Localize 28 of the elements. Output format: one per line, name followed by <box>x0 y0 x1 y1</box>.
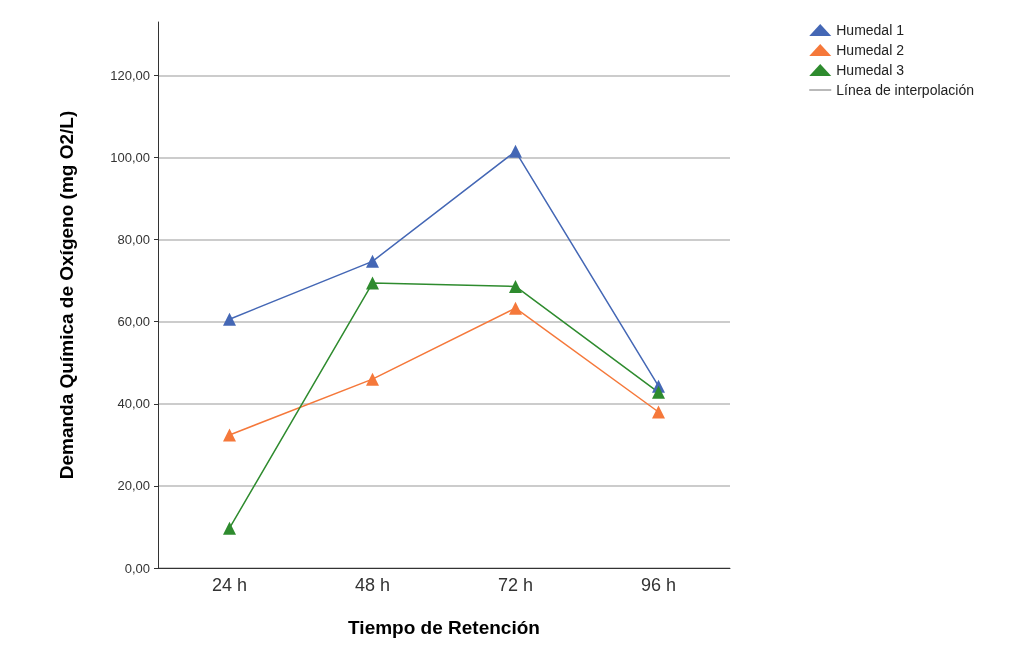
y-axis-title: Demanda Química de Oxígeno (mg O2/L) <box>56 110 77 480</box>
x-tick-label: 72 h <box>497 575 534 595</box>
point <box>223 428 236 442</box>
legend-label: Humedal 3 <box>836 62 905 78</box>
point <box>366 372 379 386</box>
x-axis-title: Tiempo de Retención <box>348 617 540 638</box>
y-tick-label: 40,00 <box>117 396 150 412</box>
y-tick-label: 20,00 <box>117 478 150 494</box>
legend-label: Línea de interpolación <box>836 82 975 98</box>
legend-label: Humedal 1 <box>836 22 905 38</box>
point <box>652 405 665 419</box>
y-tick-label: 60,00 <box>117 314 150 330</box>
y-tick-label: 100,00 <box>110 149 150 165</box>
point <box>652 385 665 399</box>
point <box>509 144 522 158</box>
x-tick-label: 48 h <box>354 575 391 595</box>
point <box>223 312 236 326</box>
point <box>509 301 522 315</box>
x-tick-label: 96 h <box>640 575 677 595</box>
x-tick-label: 24 h <box>211 575 248 595</box>
point <box>223 521 236 535</box>
point <box>509 279 522 293</box>
point <box>366 276 379 290</box>
point <box>366 254 379 268</box>
y-tick-label: 120,00 <box>110 67 150 83</box>
y-tick-label: 0,00 <box>124 560 150 576</box>
legend-label: Humedal 2 <box>836 42 905 58</box>
y-tick-label: 80,00 <box>117 232 150 248</box>
